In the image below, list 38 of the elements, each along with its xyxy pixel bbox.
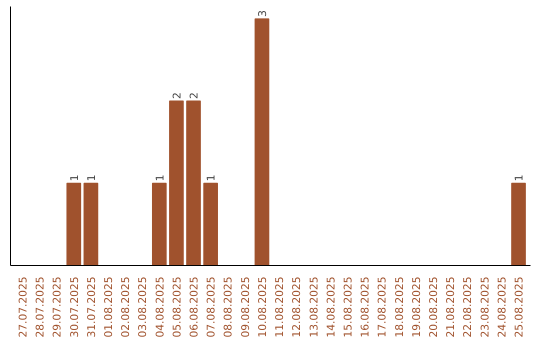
data-label: 1 xyxy=(204,174,218,182)
data-label: 2 xyxy=(170,92,184,100)
x-tick-label: 12.08.2025 xyxy=(290,276,304,338)
x-tick-label: 17.08.2025 xyxy=(376,276,389,338)
x-tick-label: 16.08.2025 xyxy=(358,276,372,338)
x-tick-label: 23.08.2025 xyxy=(478,276,492,338)
x-tick-label: 05.08.2025 xyxy=(170,276,184,338)
x-tick-label: 27.07.2025 xyxy=(16,276,30,338)
data-label: 1 xyxy=(512,174,526,182)
x-tick-label: 11.08.2025 xyxy=(273,276,286,338)
x-tick-label: 20.08.2025 xyxy=(427,276,440,338)
x-tick-label: 04.08.2025 xyxy=(153,276,166,338)
x-tick-label: 25.08.2025 xyxy=(512,276,526,338)
x-tick-label: 22.08.2025 xyxy=(461,276,474,338)
x-tick-label: 01.08.2025 xyxy=(102,276,115,338)
x-tick-label: 18.08.2025 xyxy=(392,276,406,338)
x-tick-label: 19.08.2025 xyxy=(410,276,423,338)
x-tick-label: 30.07.2025 xyxy=(68,276,81,338)
data-label: 2 xyxy=(188,92,201,100)
data-label: 1 xyxy=(153,174,166,182)
x-tick-label: 08.08.2025 xyxy=(222,276,235,338)
x-tick-label: 02.08.2025 xyxy=(119,276,132,338)
data-label: 3 xyxy=(256,10,269,17)
x-tick-label: 29.07.2025 xyxy=(50,276,64,338)
x-tick-label: 13.08.2025 xyxy=(307,276,320,338)
x-tick-label: 06.08.2025 xyxy=(188,276,201,338)
x-tick-label: 15.08.2025 xyxy=(341,276,354,338)
x-tick-label: 21.08.2025 xyxy=(444,276,458,338)
x-tick-label: 28.07.2025 xyxy=(34,276,47,338)
x-tick-label: 14.08.2025 xyxy=(324,276,338,338)
x-tick-label: 07.08.2025 xyxy=(204,276,218,338)
x-tick-label: 09.08.2025 xyxy=(238,276,252,338)
x-tick-label: 24.08.2025 xyxy=(495,276,508,338)
data-label: 1 xyxy=(68,174,81,182)
x-tick-label: 03.08.2025 xyxy=(136,276,150,338)
x-tick-label: 10.08.2025 xyxy=(256,276,269,338)
x-tick-label: 31.07.2025 xyxy=(84,276,98,338)
data-label: 1 xyxy=(84,174,98,182)
